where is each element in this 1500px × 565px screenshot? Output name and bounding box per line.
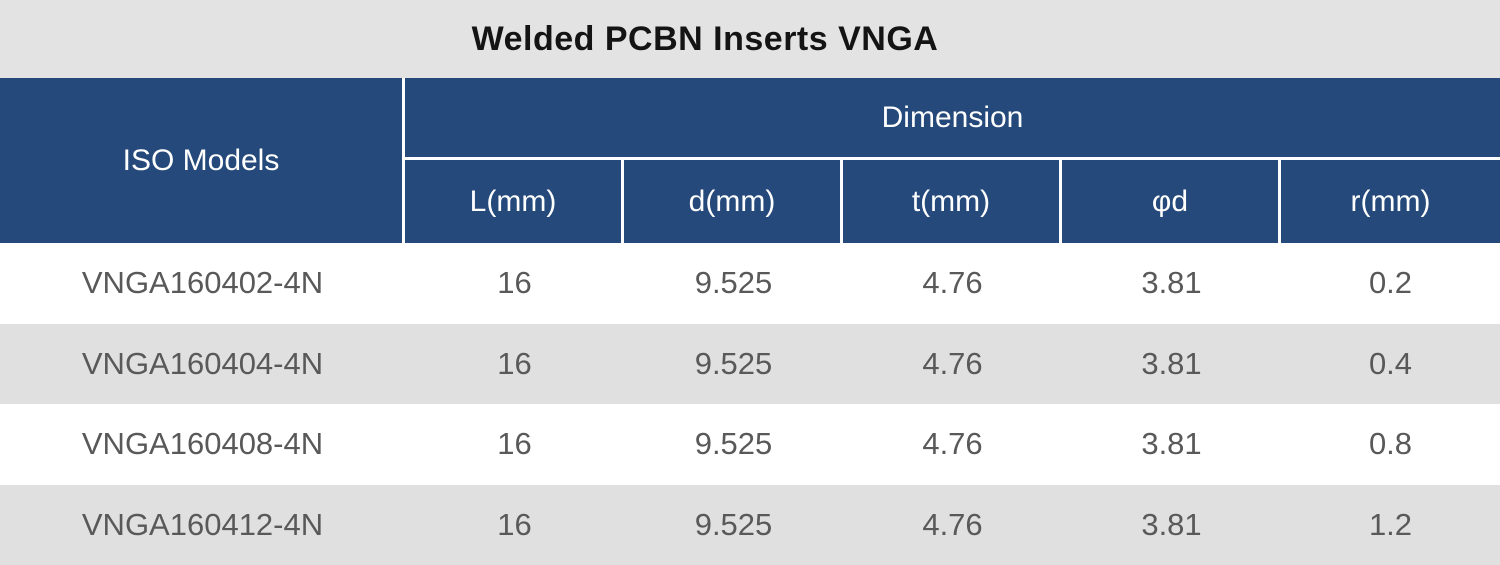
cell-l: 16 — [497, 345, 532, 381]
table-row: VNGA160412-4N 16 9.525 4.76 3.81 1.2 — [0, 484, 1500, 565]
cell-phi-d: 3.81 — [1141, 506, 1202, 542]
cell-l: 16 — [497, 265, 532, 301]
cell-d: 9.525 — [694, 426, 773, 462]
cell-d: 9.525 — [694, 265, 773, 301]
cell-r: 1.2 — [1368, 506, 1413, 542]
table-title: Welded PCBN Inserts VNGA — [471, 19, 939, 58]
cell-r: 0.4 — [1368, 345, 1413, 381]
table-title-bar: Welded PCBN Inserts VNGA — [0, 0, 1500, 78]
cell-phi-d: 3.81 — [1141, 345, 1202, 381]
table-header: ISO Models Dimension L(mm) d(mm) t(mm) φ… — [0, 78, 1500, 243]
cell-model: VNGA160412-4N — [81, 506, 324, 542]
cell-model: VNGA160402-4N — [81, 265, 324, 301]
cell-d: 9.525 — [694, 506, 773, 542]
table-row: VNGA160402-4N 16 9.525 4.76 3.81 0.2 — [0, 243, 1500, 324]
cell-model: VNGA160404-4N — [81, 345, 324, 381]
cell-t: 4.76 — [922, 426, 983, 462]
header-l-mm: L(mm) — [405, 160, 624, 243]
cell-t: 4.76 — [922, 345, 983, 381]
cell-t: 4.76 — [922, 506, 983, 542]
header-iso-models: ISO Models — [0, 78, 405, 243]
cell-d: 9.525 — [694, 345, 773, 381]
header-dimension: Dimension — [405, 78, 1500, 160]
header-t-mm: t(mm) — [843, 160, 1062, 243]
cell-t: 4.76 — [922, 265, 983, 301]
cell-phi-d: 3.81 — [1141, 265, 1202, 301]
cell-l: 16 — [497, 506, 532, 542]
cell-phi-d: 3.81 — [1141, 426, 1202, 462]
cell-l: 16 — [497, 426, 532, 462]
table-row: VNGA160404-4N 16 9.525 4.76 3.81 0.4 — [0, 323, 1500, 404]
header-r-mm: r(mm) — [1350, 184, 1431, 218]
table-row: VNGA160408-4N 16 9.525 4.76 3.81 0.8 — [0, 404, 1500, 485]
header-d-mm: d(mm) — [624, 160, 843, 243]
cell-r: 0.2 — [1368, 265, 1413, 301]
header-phi-d: φd — [1062, 160, 1281, 243]
cell-r: 0.8 — [1368, 426, 1413, 462]
cell-model: VNGA160408-4N — [81, 426, 324, 462]
